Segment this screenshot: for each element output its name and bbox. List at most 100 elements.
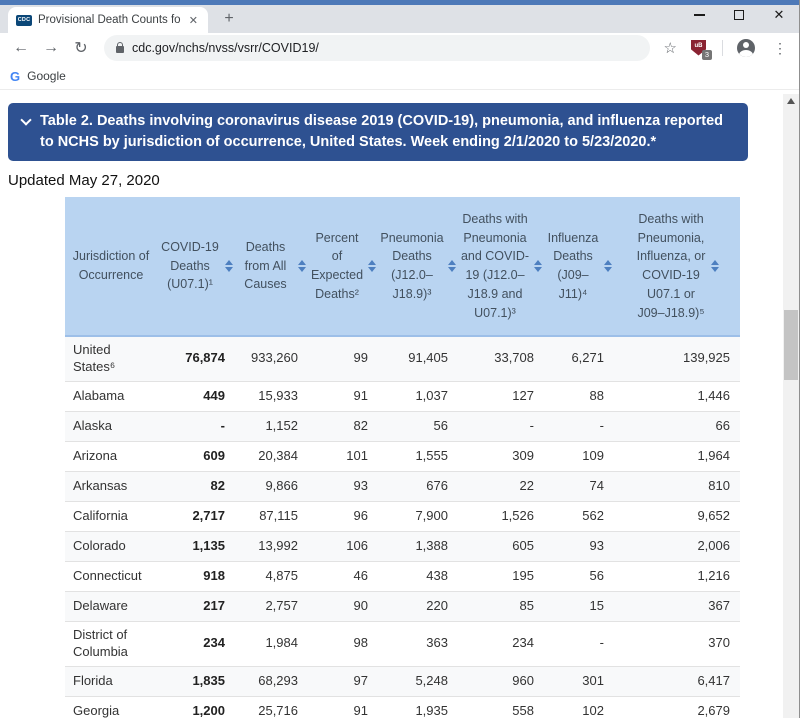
column-header[interactable]: COVID-19 Deaths (U07.1)¹ — [157, 228, 235, 304]
maximize-icon — [734, 10, 744, 20]
minimize-icon — [693, 14, 705, 16]
column-header[interactable]: Deaths with Pneumonia and COVID-19 (J12.… — [458, 200, 544, 333]
column-header-label: Percent of Expected Deaths² — [310, 230, 364, 301]
column-header-label: Deaths from All Causes — [244, 239, 287, 292]
value-cell: 1,446 — [697, 387, 730, 403]
updated-date: Updated May 27, 2020 — [8, 172, 160, 190]
banner-title: Table 2. Deaths involving coronavirus di… — [40, 113, 724, 151]
column-header[interactable]: Influenza Deaths (J09–J11)⁴ — [544, 219, 614, 314]
scrollbar-thumb[interactable] — [784, 310, 798, 380]
value-cell: 933,260 — [251, 350, 298, 366]
value-cell: 66 — [715, 417, 730, 433]
value-cell: 7,900 — [415, 507, 448, 523]
value-cell: 1,135 — [192, 537, 225, 553]
tab-close-icon[interactable]: ✕ — [188, 14, 198, 27]
value-cell: - — [529, 417, 534, 433]
close-button[interactable]: ✕ — [773, 7, 785, 22]
value-cell: - — [220, 417, 225, 433]
column-header-label: Jurisdiction of Occurrence — [72, 249, 150, 283]
address-bar[interactable]: cdc.gov/nchs/nvss/vsrr/COVID19/ — [104, 35, 650, 61]
minimize-button[interactable] — [679, 0, 719, 30]
value-cell: 558 — [512, 702, 534, 718]
column-header[interactable]: Deaths with Pneumonia, Influenza, or COV… — [614, 200, 740, 333]
value-cell: 1,216 — [697, 567, 730, 583]
value-cell: 96 — [353, 507, 368, 523]
scrollbar[interactable] — [783, 94, 799, 718]
chevron-down-icon — [20, 114, 32, 126]
table-row: Georgia 1,200 25,716 91 1,935 558 102 2,679 — [65, 697, 740, 718]
reload-icon[interactable]: ↻ — [74, 40, 88, 57]
table-banner[interactable]: Table 2. Deaths involving coronavirus di… — [8, 103, 748, 162]
sort-icon — [534, 260, 542, 273]
value-cell: 810 — [708, 477, 730, 493]
back-icon[interactable]: ← — [13, 39, 29, 56]
table-row: District of Columbia 234 1,984 98 363 234 - 370 — [65, 622, 740, 667]
value-cell: 234 — [203, 635, 225, 651]
browser-toolbar: ← → ↻ cdc.gov/nchs/nvss/vsrr/COVID19/ ☆ … — [0, 33, 799, 63]
value-cell: 101 — [346, 447, 368, 463]
value-cell: 76,874 — [185, 350, 225, 366]
bookmark-label: Google — [27, 69, 66, 83]
bookmark-star-icon[interactable]: ☆ — [663, 40, 677, 57]
column-header[interactable]: Pneumonia Deaths (J12.0–J18.9)³ — [378, 219, 458, 314]
value-cell: 90 — [353, 597, 368, 613]
value-cell: 1,835 — [192, 672, 225, 688]
value-cell: 2,679 — [697, 702, 730, 718]
value-cell: 22 — [519, 477, 534, 493]
scrollbar-up-icon — [787, 98, 795, 104]
value-cell: 438 — [426, 567, 448, 583]
browser-tab[interactable]: CDC Provisional Death Counts for Cor ✕ — [8, 7, 208, 33]
jurisdiction-cell: Florida — [73, 672, 113, 688]
table-row: United States⁶ 76,874 933,260 99 91,405 33,70… — [65, 337, 740, 382]
menu-icon[interactable]: ⋮ — [773, 39, 787, 56]
extension-button[interactable]: uB 3 — [691, 39, 712, 60]
value-cell: 609 — [203, 447, 225, 463]
maximize-button[interactable] — [719, 0, 759, 30]
sort-icon — [368, 260, 376, 273]
jurisdiction-cell: Connecticut — [73, 567, 142, 583]
value-cell: 9,652 — [697, 507, 730, 523]
value-cell: 13,992 — [258, 537, 298, 553]
value-cell: 106 — [346, 537, 368, 553]
profile-icon[interactable] — [737, 39, 755, 57]
column-header[interactable]: Deaths from All Causes — [235, 228, 308, 304]
value-cell: 46 — [353, 567, 368, 583]
data-table: Jurisdiction of Occurrence COVID-19 Death… — [65, 197, 740, 718]
jurisdiction-cell: Georgia — [73, 702, 120, 718]
value-cell: 139,925 — [683, 350, 730, 366]
lock-icon — [116, 41, 124, 53]
value-cell: 1,388 — [415, 537, 448, 553]
value-cell: 195 — [512, 567, 534, 583]
value-cell: 99 — [353, 350, 368, 366]
jurisdiction-cell: Alabama — [73, 387, 125, 403]
value-cell: 15 — [589, 597, 604, 613]
value-cell: 605 — [512, 537, 534, 553]
column-header-label: Influenza Deaths (J09–J11)⁴ — [547, 230, 599, 301]
value-cell: 56 — [589, 567, 604, 583]
value-cell: 5,248 — [415, 672, 448, 688]
value-cell: 74 — [589, 477, 604, 493]
jurisdiction-cell: District of Columbia — [73, 626, 128, 659]
jurisdiction-cell: Delaware — [73, 597, 128, 613]
column-header[interactable]: Percent of Expected Deaths² — [308, 219, 378, 314]
value-cell: 367 — [708, 597, 730, 613]
value-cell: 25,716 — [258, 702, 298, 718]
value-cell: 15,933 — [258, 387, 298, 403]
value-cell: 102 — [582, 702, 604, 718]
table-row: Colorado 1,135 13,992 106 1,388 605 93 2,006 — [65, 531, 740, 562]
sort-icon — [604, 260, 612, 273]
bookmark-google[interactable]: G Google — [10, 69, 66, 84]
value-cell: 2,757 — [265, 597, 298, 613]
value-cell: 68,293 — [258, 672, 298, 688]
value-cell: 370 — [708, 635, 730, 651]
window-top-edge — [0, 0, 799, 5]
url-text: cdc.gov/nchs/nvss/vsrr/COVID19/ — [132, 41, 319, 55]
column-header-label: Pneumonia Deaths (J12.0–J18.9)³ — [380, 230, 444, 301]
forward-icon[interactable]: → — [43, 39, 59, 56]
scrollbar-up-button[interactable] — [783, 94, 799, 108]
value-cell: 109 — [582, 447, 604, 463]
value-cell: 301 — [582, 672, 604, 688]
new-tab-button[interactable]: + — [224, 10, 234, 27]
value-cell: 1,152 — [265, 417, 298, 433]
value-cell: 1,964 — [697, 447, 730, 463]
